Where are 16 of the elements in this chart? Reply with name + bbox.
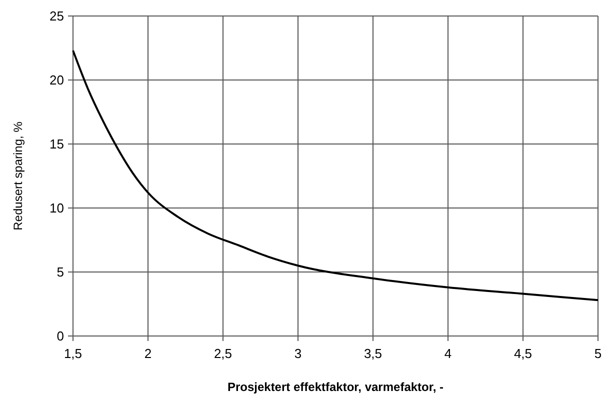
y-tick-label: 20 [50, 72, 64, 88]
y-axis-title: Redusert sparing, % [11, 121, 25, 230]
x-tick-label: 2 [144, 346, 152, 361]
y-tick-label: 10 [50, 200, 64, 216]
x-tick-label: 3,5 [364, 346, 382, 361]
x-tick-label: 2,5 [214, 346, 232, 361]
x-tick-label: 5 [594, 346, 602, 361]
x-axis-title: Prosjektert effektfaktor, varmefaktor, - [227, 380, 444, 394]
y-tick-label: 0 [56, 328, 64, 344]
y-tick-label: 25 [50, 8, 64, 24]
x-tick-label: 1,5 [64, 346, 82, 361]
y-tick-label: 15 [50, 136, 64, 152]
x-tick-label: 4,5 [514, 346, 532, 361]
y-tick-label: 5 [56, 264, 64, 280]
x-tick-label: 4 [444, 346, 452, 361]
x-tick-label: 3 [294, 346, 302, 361]
